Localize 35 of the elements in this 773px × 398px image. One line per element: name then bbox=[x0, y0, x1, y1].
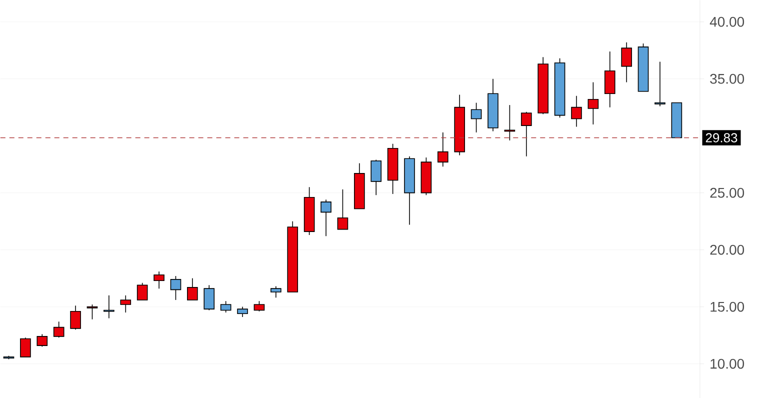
candlestick bbox=[204, 284, 215, 311]
candlestick bbox=[86, 304, 98, 320]
y-tick-label: 15.00 bbox=[710, 302, 744, 312]
candlestick bbox=[654, 61, 666, 106]
candlestick bbox=[187, 278, 198, 300]
candlestick bbox=[120, 294, 132, 313]
candlestick bbox=[520, 111, 532, 157]
candlestick bbox=[170, 276, 182, 300]
candlestick bbox=[504, 104, 516, 141]
candlestick bbox=[621, 42, 632, 83]
candlestick bbox=[36, 334, 48, 347]
y-tick-label: 35.00 bbox=[710, 74, 744, 84]
candlestick bbox=[320, 199, 332, 236]
y-tick-label: 25.00 bbox=[710, 188, 744, 198]
candlestick bbox=[136, 282, 148, 300]
candlestick bbox=[254, 300, 265, 312]
candlestick bbox=[20, 337, 31, 358]
candlestick bbox=[604, 50, 616, 108]
candlestick bbox=[104, 294, 114, 319]
y-tick-label: 20.00 bbox=[710, 244, 744, 255]
ref-line-label: 29.83 bbox=[706, 133, 738, 142]
candlestick bbox=[571, 95, 582, 128]
candlestick bbox=[370, 159, 382, 196]
candlestick bbox=[53, 321, 64, 338]
candlestick bbox=[337, 188, 348, 230]
candlestick bbox=[270, 286, 282, 298]
y-tick-label: 40.00 bbox=[710, 16, 744, 27]
candlestick bbox=[237, 306, 248, 318]
candlestick bbox=[437, 132, 448, 167]
candlestick bbox=[220, 300, 232, 313]
candlestick bbox=[70, 305, 81, 330]
y-tick-label: 10.00 bbox=[710, 358, 744, 369]
candlestick bbox=[588, 82, 599, 125]
candlestick bbox=[154, 270, 164, 289]
candlestick bbox=[470, 102, 482, 133]
